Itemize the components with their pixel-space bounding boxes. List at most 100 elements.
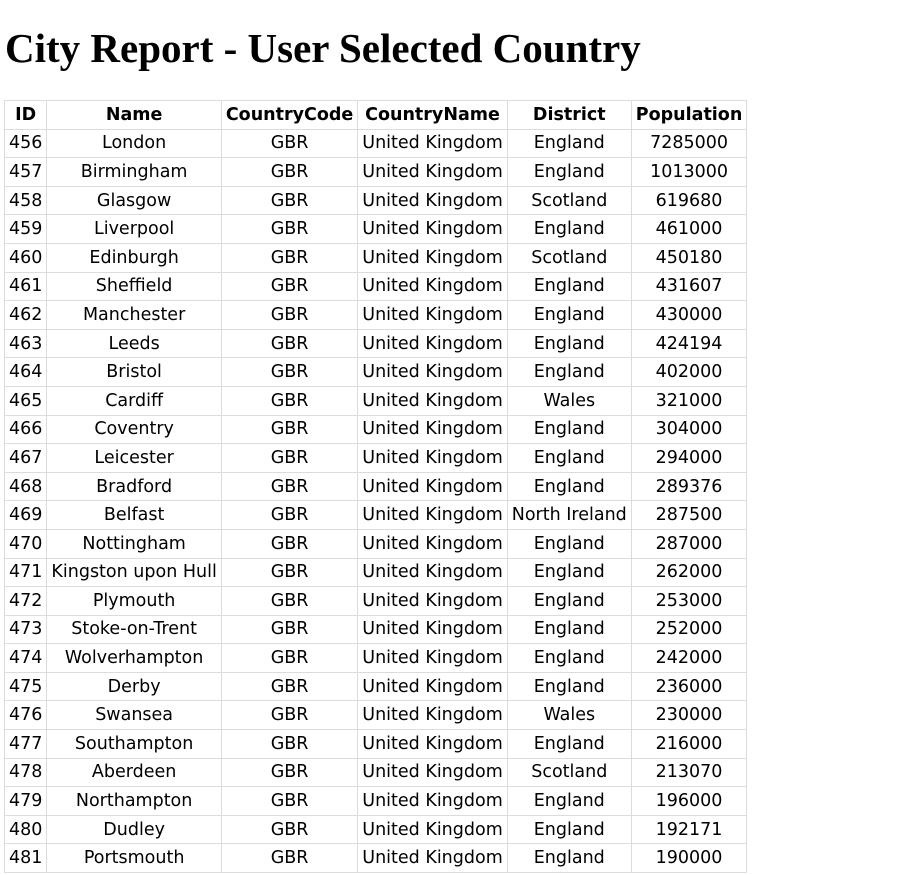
cell-population: 192171	[630, 814, 748, 845]
cell-country-code: GBR	[220, 414, 359, 445]
cell-population: 216000	[630, 729, 748, 759]
cell-country-name: United Kingdom	[357, 471, 508, 502]
cell-population: 450180	[630, 242, 748, 273]
table-row: 480 Dudley GBR United Kingdom England 192171	[3, 814, 748, 845]
cell-name: Portsmouth	[46, 843, 222, 874]
cell-id: 465	[3, 385, 48, 416]
cell-country-name: United Kingdom	[357, 500, 508, 530]
column-header-country-name: CountryName	[357, 100, 508, 130]
table-row: 477 Southampton GBR United Kingdom England 21…	[3, 729, 748, 759]
cell-population: 402000	[630, 357, 748, 387]
table-row: 479 Northampton GBR United Kingdom England 19…	[3, 786, 748, 816]
cell-district: Scotland	[506, 757, 632, 788]
cell-country-code: GBR	[220, 185, 359, 216]
table-row: 474 Wolverhampton GBR United Kingdom England…	[3, 643, 748, 673]
cell-id: 466	[3, 414, 48, 445]
table-row: 464 Bristol GBR United Kingdom England 402000	[3, 357, 748, 387]
cell-country-code: GBR	[220, 671, 359, 702]
cell-country-name: United Kingdom	[357, 300, 508, 330]
cell-name: Stoke-on-Trent	[46, 614, 222, 645]
table-row: 466 Coventry GBR United Kingdom England 30400…	[3, 414, 748, 445]
cell-district: England	[506, 729, 632, 759]
cell-district: England	[506, 671, 632, 702]
cell-population: 430000	[630, 300, 748, 330]
table-row: 475 Derby GBR United Kingdom England 236000	[3, 671, 748, 702]
cell-population: 7285000	[630, 128, 748, 159]
cell-country-code: GBR	[220, 214, 359, 244]
cell-country-name: United Kingdom	[357, 128, 508, 159]
cell-country-name: United Kingdom	[357, 528, 508, 559]
cell-district: England	[506, 614, 632, 645]
cell-district: Wales	[506, 385, 632, 416]
page-title: City Report - User Selected Country	[5, 25, 641, 71]
cell-district: England	[506, 414, 632, 445]
cell-id: 468	[3, 471, 48, 502]
cell-district: England	[506, 786, 632, 816]
cell-population: 242000	[630, 643, 748, 673]
table-header: ID Name CountryCode CountryName District…	[3, 100, 748, 130]
cell-country-name: United Kingdom	[357, 385, 508, 416]
cell-name: Bristol	[46, 357, 222, 387]
cell-country-code: GBR	[220, 843, 359, 874]
table-row: 481 Portsmouth GBR United Kingdom England 190…	[3, 843, 748, 874]
cell-country-name: United Kingdom	[357, 671, 508, 702]
cell-id: 475	[3, 671, 48, 702]
cell-population: 196000	[630, 786, 748, 816]
cell-district: England	[506, 357, 632, 387]
cell-country-name: United Kingdom	[357, 843, 508, 874]
cell-district: England	[506, 586, 632, 616]
cell-name: Coventry	[46, 414, 222, 445]
table-row: 457 Birmingham GBR United Kingdom England 101…	[3, 157, 748, 187]
cell-country-name: United Kingdom	[357, 242, 508, 273]
cell-country-code: GBR	[220, 242, 359, 273]
cell-district: Scotland	[506, 242, 632, 273]
cell-population: 304000	[630, 414, 748, 445]
cell-id: 477	[3, 729, 48, 759]
cell-country-name: United Kingdom	[357, 185, 508, 216]
cell-name: Manchester	[46, 300, 222, 330]
table-row: 468 Bradford GBR United Kingdom England 28937…	[3, 471, 748, 502]
cell-country-code: GBR	[220, 557, 359, 588]
cell-district: England	[506, 528, 632, 559]
cell-district: England	[506, 300, 632, 330]
cell-country-name: United Kingdom	[357, 157, 508, 187]
cell-population: 461000	[630, 214, 748, 244]
cell-country-code: GBR	[220, 357, 359, 387]
cell-country-name: United Kingdom	[357, 557, 508, 588]
cell-population: 252000	[630, 614, 748, 645]
cell-district: North Ireland	[506, 500, 632, 530]
cell-id: 459	[3, 214, 48, 244]
cell-id: 473	[3, 614, 48, 645]
cell-population: 287500	[630, 500, 748, 530]
cell-country-code: GBR	[220, 443, 359, 473]
cell-name: Birmingham	[46, 157, 222, 187]
cell-country-name: United Kingdom	[357, 443, 508, 473]
cell-country-code: GBR	[220, 786, 359, 816]
cell-id: 462	[3, 300, 48, 330]
cell-district: England	[506, 128, 632, 159]
cell-population: 230000	[630, 700, 748, 731]
cell-name: Kingston upon Hull	[46, 557, 222, 588]
cell-id: 463	[3, 328, 48, 359]
table-row: 462 Manchester GBR United Kingdom England 430…	[3, 300, 748, 330]
cell-id: 481	[3, 843, 48, 874]
cell-district: England	[506, 557, 632, 588]
cell-id: 474	[3, 643, 48, 673]
cell-id: 458	[3, 185, 48, 216]
cell-country-name: United Kingdom	[357, 357, 508, 387]
cell-country-name: United Kingdom	[357, 757, 508, 788]
cell-population: 253000	[630, 586, 748, 616]
cell-country-code: GBR	[220, 757, 359, 788]
cell-name: Swansea	[46, 700, 222, 731]
cell-name: London	[46, 128, 222, 159]
table-row: 465 Cardiff GBR United Kingdom Wales 321000	[3, 385, 748, 416]
table-body: 456 London GBR United Kingdom England 7285000…	[3, 128, 748, 874]
cell-population: 619680	[630, 185, 748, 216]
cell-population: 287000	[630, 528, 748, 559]
cell-population: 289376	[630, 471, 748, 502]
cell-name: Edinburgh	[46, 242, 222, 273]
cell-country-name: United Kingdom	[357, 586, 508, 616]
cell-country-name: United Kingdom	[357, 328, 508, 359]
cell-country-code: GBR	[220, 157, 359, 187]
table-row: 459 Liverpool GBR United Kingdom England 4610…	[3, 214, 748, 244]
